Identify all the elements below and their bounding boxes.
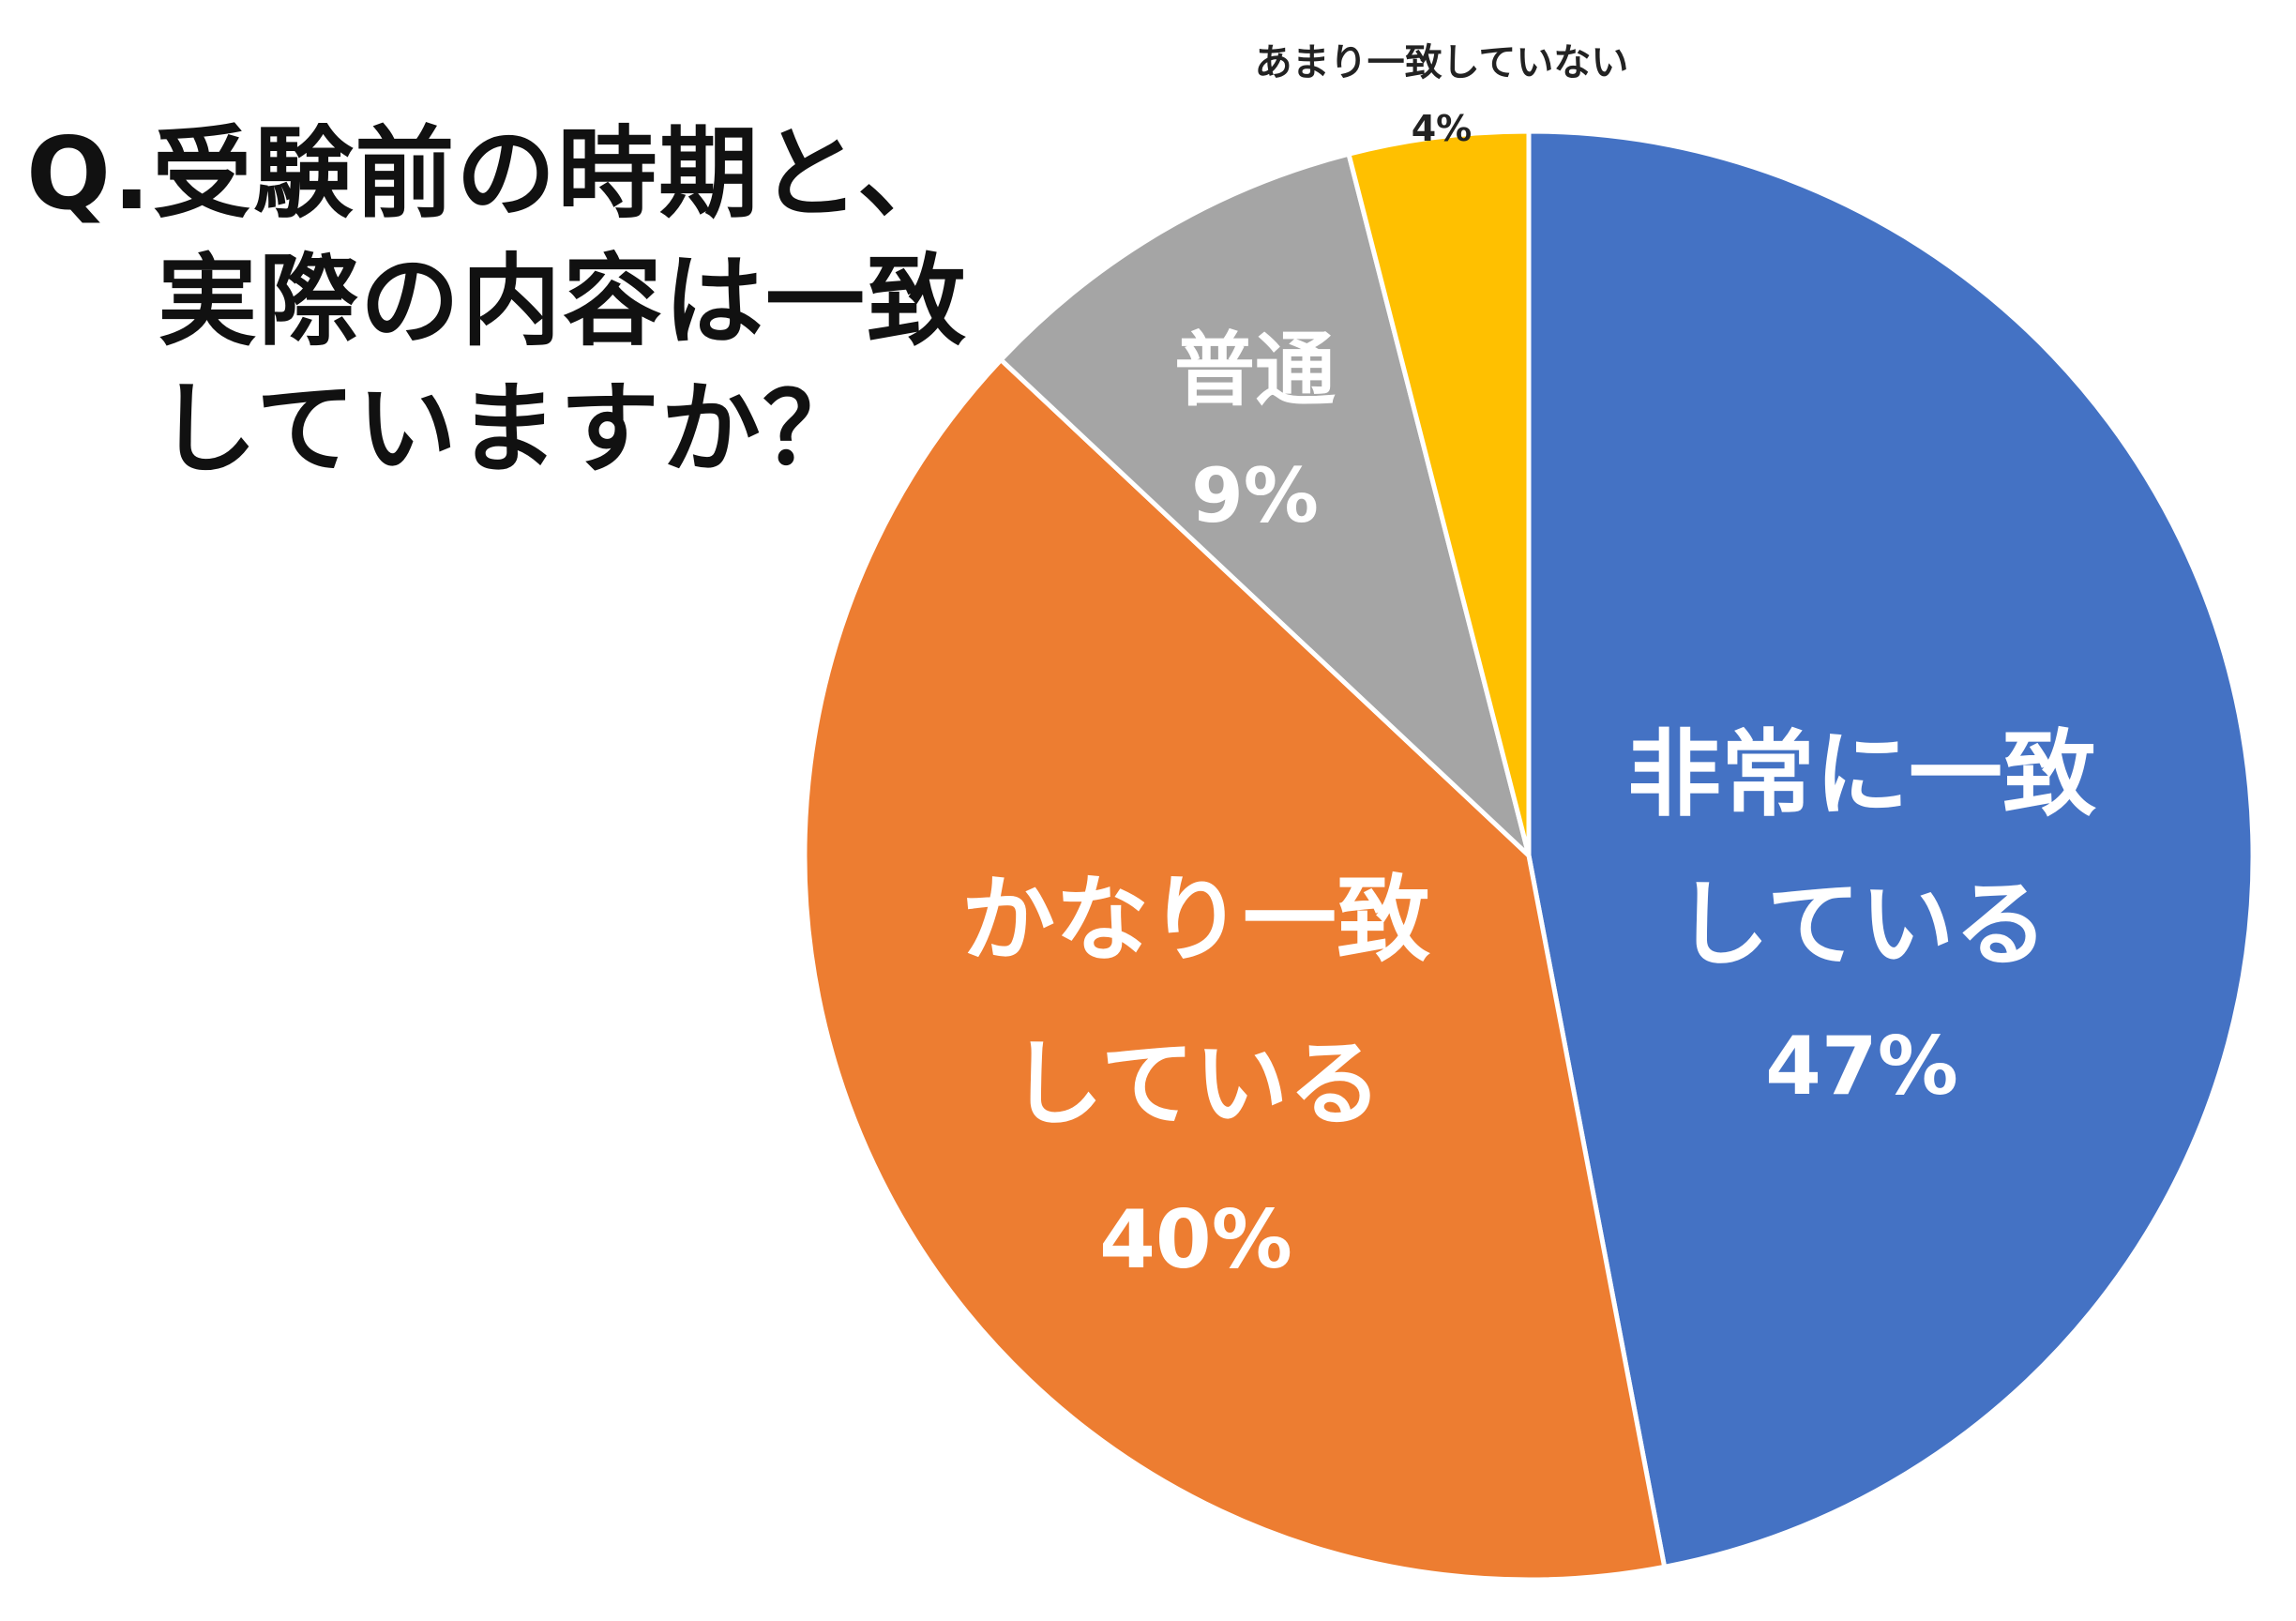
pie-slice-3 <box>998 151 1532 858</box>
pie-slice-4 <box>1346 129 1532 858</box>
pie-slices <box>802 129 2256 1583</box>
pie-slice-2 <box>802 357 1668 1583</box>
slice-label-4-line-1: あまり一致していない <box>1255 41 1629 84</box>
title-line-3: していますか？ <box>158 371 864 487</box>
chart-title: Q.受験前の時期と、 実際の内容は一致 していますか？ <box>26 111 968 493</box>
slice-value-4: 4% <box>1412 108 1473 149</box>
title-line-1: Q.受験前の時期と、 <box>26 116 959 232</box>
pie-slice-1 <box>1526 129 2256 1569</box>
slice-value-2: 40% <box>1099 1193 1292 1287</box>
slice-label-2-line-2: している <box>1010 1029 1382 1139</box>
slice-label-1-line-1: 非常に一致 <box>1627 720 2096 829</box>
slice-value-3: 9% <box>1191 452 1319 539</box>
slice-label-1-line-2: している <box>1676 870 2048 979</box>
title-line-2: 実際の内容は一致 <box>158 244 968 359</box>
slice-value-1: 47% <box>1765 1020 1958 1113</box>
slice-label-2-line-1: かなり一致 <box>961 865 1430 975</box>
slice-label-3-line-1: 普通 <box>1174 324 1336 417</box>
